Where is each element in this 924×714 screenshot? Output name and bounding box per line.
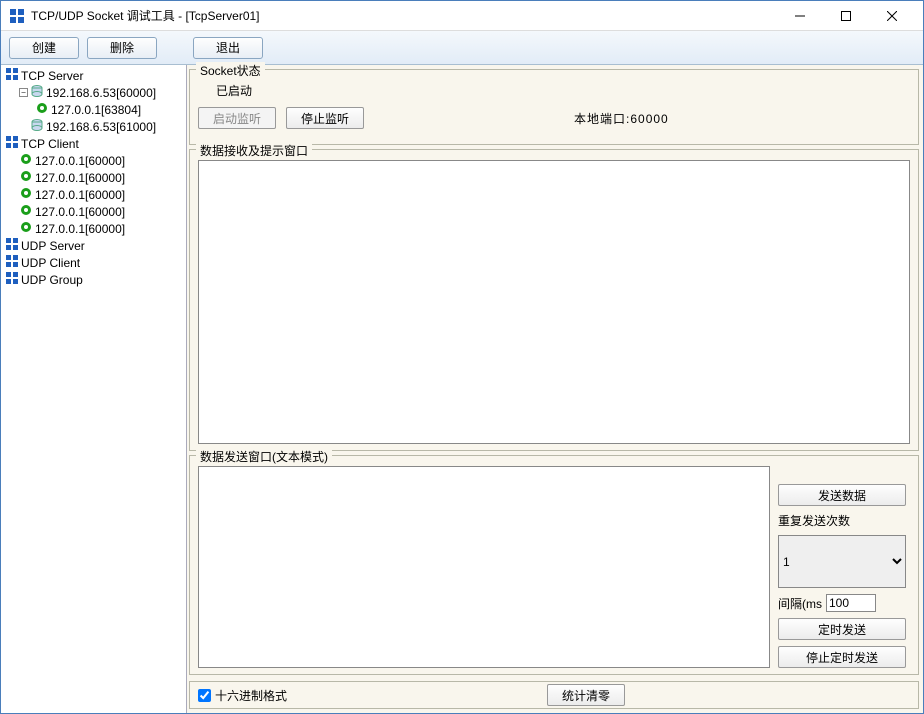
hex-checkbox-label[interactable]: 十六进制格式 xyxy=(198,687,287,704)
send-group: 数据发送窗口(文本模式) 发送数据 重复发送次数 1 间隔(ms 定时发送 停止… xyxy=(189,455,919,675)
repeat-count-select[interactable]: 1 xyxy=(778,535,906,588)
connection-icon xyxy=(35,101,49,118)
tree-root-udp-group[interactable]: UDP Group xyxy=(1,271,186,288)
tree-root-udp-client[interactable]: UDP Client xyxy=(1,254,186,271)
repeat-count-label: 重复发送次数 xyxy=(778,512,906,529)
close-button[interactable] xyxy=(869,2,915,30)
socket-status-group: Socket状态 已启动 启动监听 停止监听 本地端口:60000 xyxy=(189,69,919,145)
connection-icon xyxy=(19,186,33,203)
tree-root-tcp-client[interactable]: TCP Client xyxy=(1,135,186,152)
tree-label: 192.168.6.53[61000] xyxy=(46,120,156,134)
tree-server-node[interactable]: − 192.168.6.53[60000] xyxy=(1,84,186,101)
connection-icon xyxy=(19,152,33,169)
tree-client-node[interactable]: 127.0.0.1[60000] xyxy=(1,152,186,169)
stop-listen-button[interactable]: 停止监听 xyxy=(286,107,364,129)
connection-icon xyxy=(19,220,33,237)
status-text: 已启动 xyxy=(216,82,910,99)
grid-icon xyxy=(5,237,19,254)
tree-server-node[interactable]: 192.168.6.53[61000] xyxy=(1,118,186,135)
toolbar: 创建 删除 退出 xyxy=(1,31,923,65)
tree-label: 127.0.0.1[60000] xyxy=(35,154,125,168)
tree-label: 192.168.6.53[60000] xyxy=(46,86,156,100)
grid-icon xyxy=(5,254,19,271)
window-controls xyxy=(777,2,915,30)
tree-label: UDP Group xyxy=(21,273,83,287)
app-icon xyxy=(9,8,25,24)
connection-icon xyxy=(19,203,33,220)
send-controls: 发送数据 重复发送次数 1 间隔(ms 定时发送 停止定时发送 xyxy=(774,464,910,668)
tree-label: 127.0.0.1[60000] xyxy=(35,171,125,185)
tree-label: UDP Server xyxy=(21,239,85,253)
tree-client-node[interactable]: 127.0.0.1[60000] xyxy=(1,169,186,186)
tree-client-node[interactable]: 127.0.0.1[60000] xyxy=(1,220,186,237)
group-legend: Socket状态 xyxy=(196,62,265,79)
titlebar: TCP/UDP Socket 调试工具 - [TcpServer01] xyxy=(1,1,923,31)
hex-checkbox[interactable] xyxy=(198,689,211,702)
grid-icon xyxy=(5,135,19,152)
grid-icon xyxy=(5,67,19,84)
minimize-button[interactable] xyxy=(777,2,823,30)
server-icon xyxy=(30,84,44,101)
timed-send-button[interactable]: 定时发送 xyxy=(778,618,906,640)
send-textarea[interactable] xyxy=(198,466,770,668)
tree-label: 127.0.0.1[60000] xyxy=(35,188,125,202)
tree-label: 127.0.0.1[63804] xyxy=(51,103,141,117)
tree-label: TCP Server xyxy=(21,69,83,83)
send-data-button[interactable]: 发送数据 xyxy=(778,484,906,506)
app-window: TCP/UDP Socket 调试工具 - [TcpServer01] 创建 删… xyxy=(0,0,924,714)
stats-clear-button[interactable]: 统计清零 xyxy=(547,684,625,706)
group-legend: 数据发送窗口(文本模式) xyxy=(196,448,332,465)
group-legend: 数据接收及提示窗口 xyxy=(196,142,312,159)
tree-client-node[interactable]: 127.0.0.1[60000] xyxy=(1,203,186,220)
exit-button[interactable]: 退出 xyxy=(193,37,263,59)
interval-label: 间隔(ms xyxy=(778,595,822,612)
interval-input[interactable] xyxy=(826,594,876,612)
tree-connection-node[interactable]: 127.0.0.1[63804] xyxy=(1,101,186,118)
collapse-icon[interactable]: − xyxy=(19,88,28,97)
grid-icon xyxy=(5,271,19,288)
tree-label: 127.0.0.1[60000] xyxy=(35,222,125,236)
tree-sidebar: TCP Server − 192.168.6.53[60000] 127.0.0… xyxy=(1,65,187,713)
maximize-button[interactable] xyxy=(823,2,869,30)
main-panel: Socket状态 已启动 启动监听 停止监听 本地端口:60000 数据接收及提… xyxy=(187,65,923,713)
tree-label: UDP Client xyxy=(21,256,80,270)
hex-label-text: 十六进制格式 xyxy=(215,687,287,704)
bottom-bar: 十六进制格式 统计清零 xyxy=(189,681,919,709)
receive-group: 数据接收及提示窗口 xyxy=(189,149,919,451)
tree-label: 127.0.0.1[60000] xyxy=(35,205,125,219)
stop-timed-send-button[interactable]: 停止定时发送 xyxy=(778,646,906,668)
local-port-label: 本地端口:60000 xyxy=(574,110,669,127)
connection-icon xyxy=(19,169,33,186)
start-listen-button[interactable]: 启动监听 xyxy=(198,107,276,129)
server-icon xyxy=(30,118,44,135)
delete-button[interactable]: 删除 xyxy=(87,37,157,59)
tree-root-udp-server[interactable]: UDP Server xyxy=(1,237,186,254)
content-area: TCP Server − 192.168.6.53[60000] 127.0.0… xyxy=(1,65,923,713)
create-button[interactable]: 创建 xyxy=(9,37,79,59)
status-row: 启动监听 停止监听 本地端口:60000 xyxy=(198,107,910,129)
window-title: TCP/UDP Socket 调试工具 - [TcpServer01] xyxy=(31,7,777,24)
receive-textarea[interactable] xyxy=(198,160,910,444)
tree-label: TCP Client xyxy=(21,137,79,151)
tree-client-node[interactable]: 127.0.0.1[60000] xyxy=(1,186,186,203)
tree-root-tcp-server[interactable]: TCP Server xyxy=(1,67,186,84)
interval-row: 间隔(ms xyxy=(778,594,906,612)
send-left xyxy=(198,464,774,668)
